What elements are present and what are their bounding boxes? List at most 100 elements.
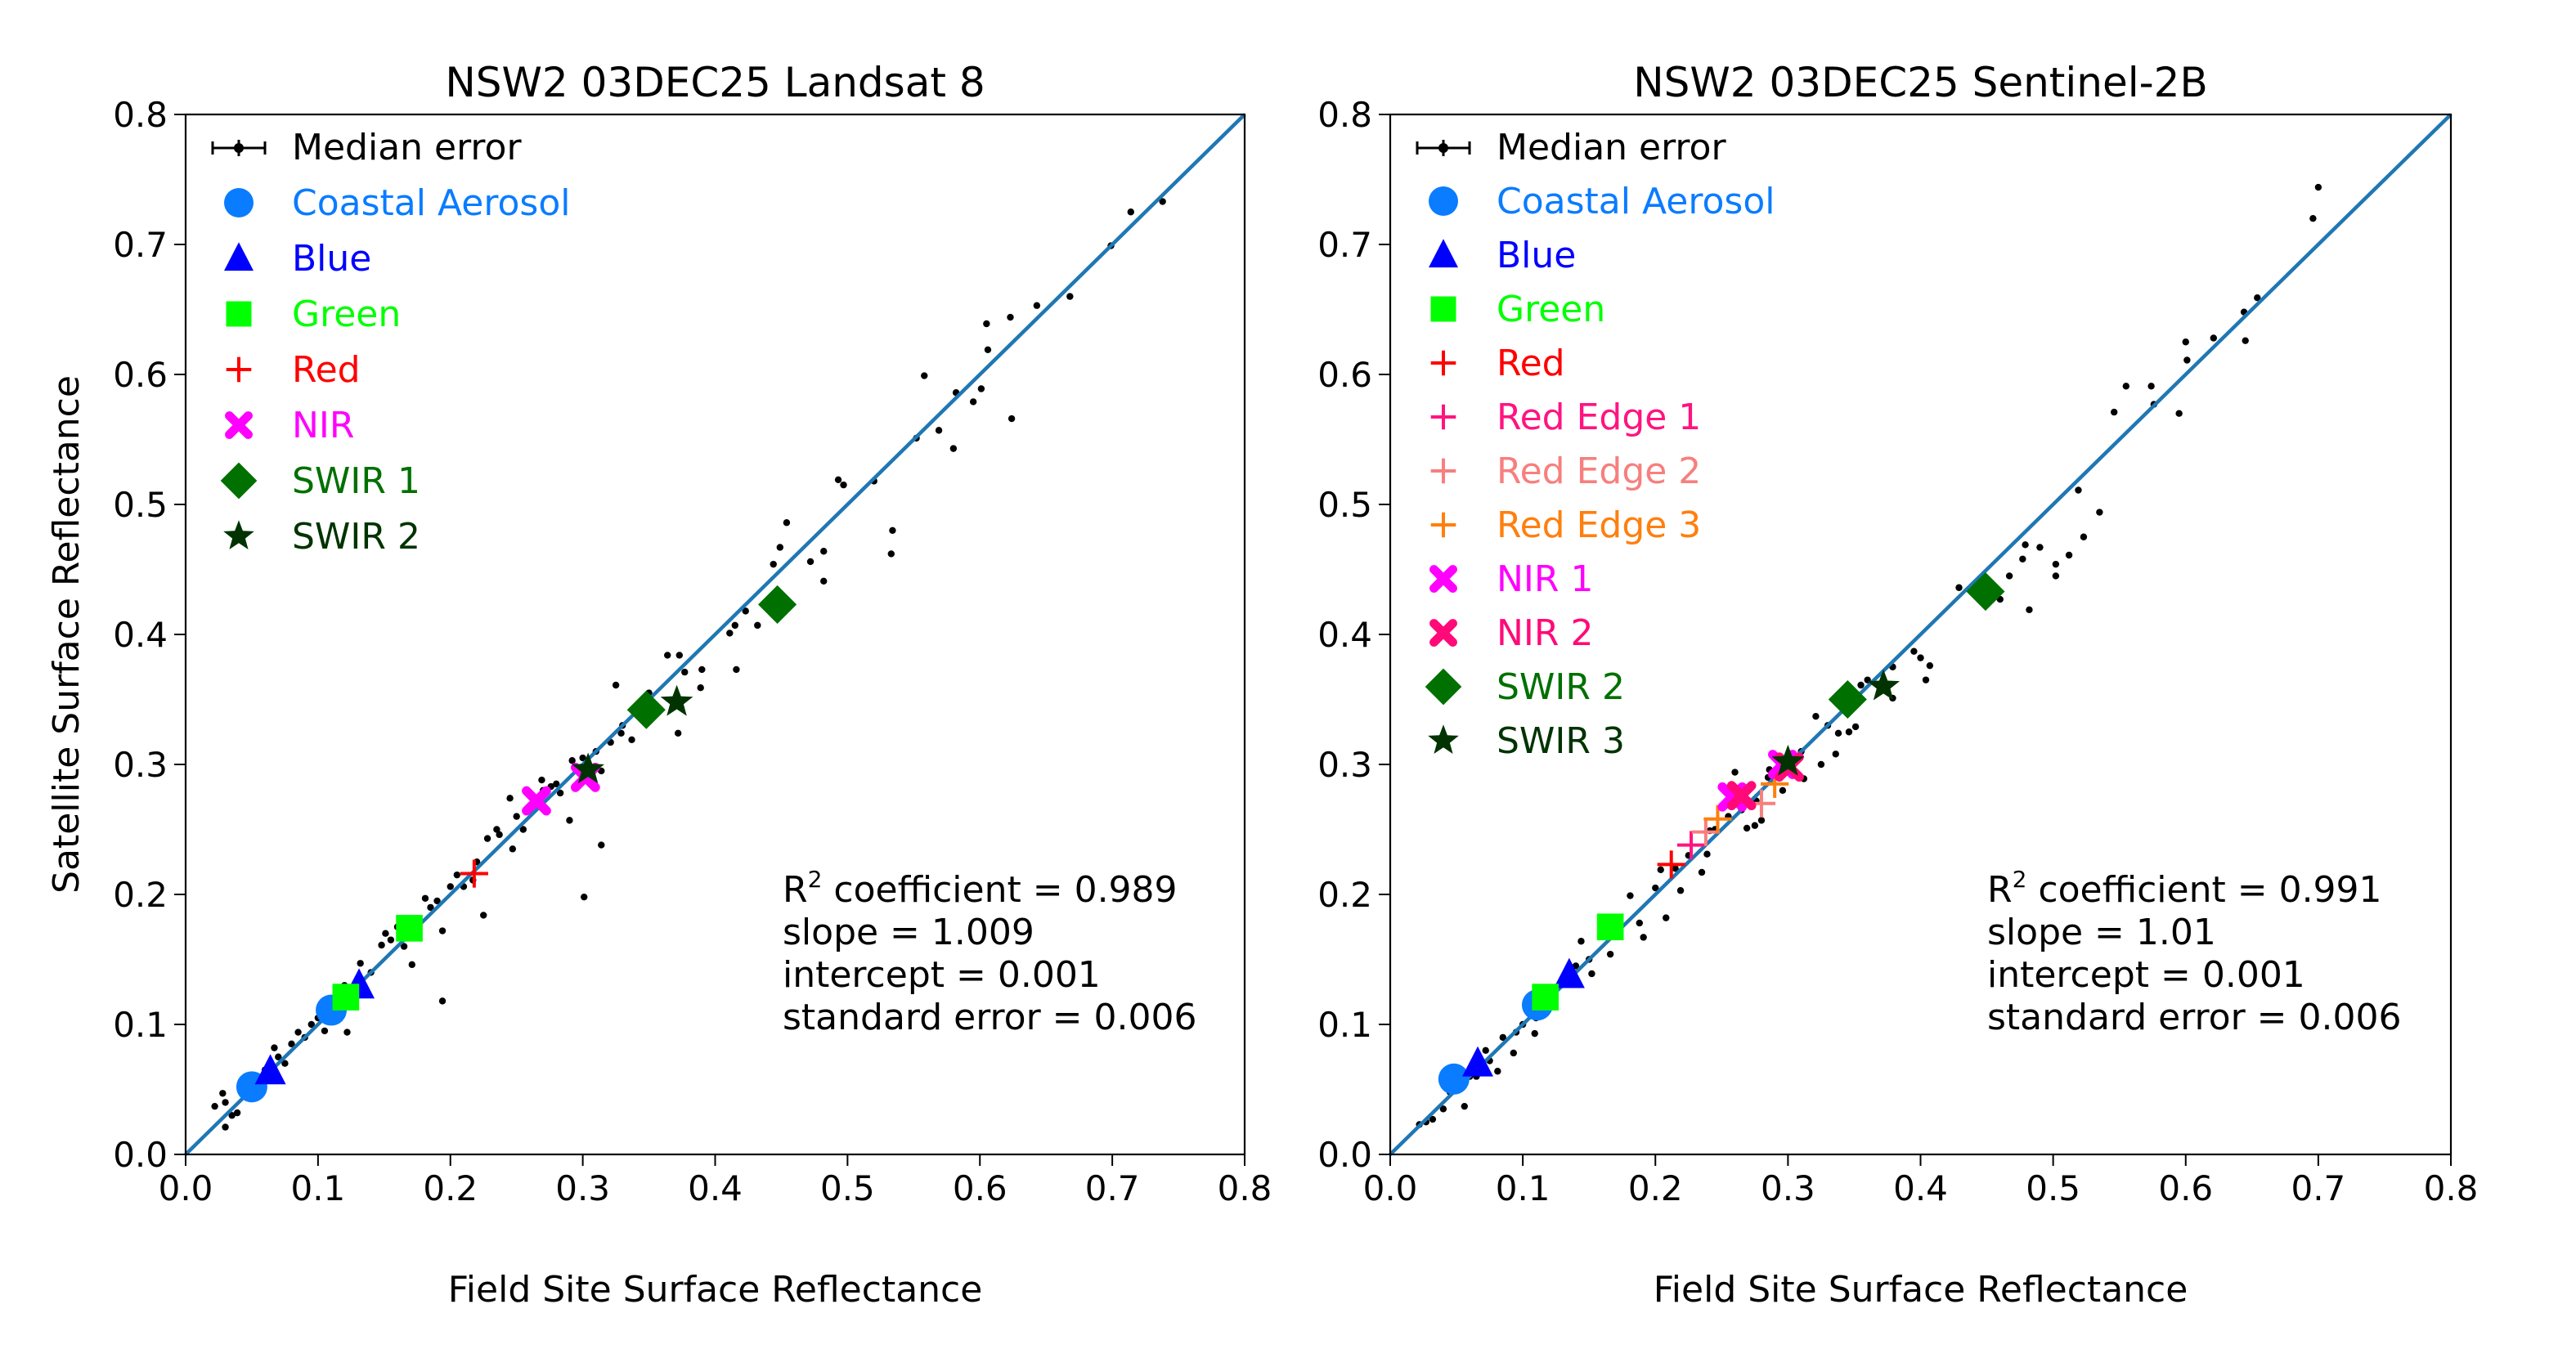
x-tick-label: 0.4	[1893, 1168, 1948, 1208]
x-tick-label: 0.0	[159, 1168, 213, 1208]
scatter-point	[538, 776, 545, 784]
scatter-point	[2254, 294, 2261, 302]
scatter-point	[674, 729, 682, 737]
legend-item-median-error: Median error	[1416, 127, 1726, 168]
scatter-point	[307, 1020, 315, 1029]
stat-slope: slope = 1.009	[783, 912, 1034, 953]
scatter-point	[2242, 337, 2249, 344]
scatter-point	[2036, 544, 2044, 551]
legend-item: NIR 1	[1429, 558, 1593, 600]
scatter-point	[949, 445, 958, 452]
scatter-point	[400, 943, 408, 950]
scatter-point	[2147, 383, 2155, 390]
legend-label: NIR	[292, 405, 354, 446]
stat-std-error: standard error = 0.006	[783, 997, 1196, 1038]
scatter-point	[1606, 950, 1614, 958]
x-tick-label: 0.6	[953, 1168, 1008, 1208]
legend-label: Blue	[292, 238, 371, 280]
scatter-point	[288, 1040, 295, 1048]
scatter-point	[2096, 509, 2103, 516]
x-filled-icon	[225, 411, 253, 439]
scatter-point	[1672, 865, 1679, 872]
legend-item: Red Edge 1	[1430, 397, 1701, 438]
scatter-point	[776, 544, 784, 551]
y-tick-label: 0.6	[113, 355, 168, 395]
triangle-icon	[1429, 239, 1458, 268]
scatter-point	[378, 941, 385, 949]
scatter-point	[453, 871, 461, 879]
scatter-point	[2314, 183, 2322, 191]
band-marker-swir-1	[758, 585, 797, 624]
scatter-point	[1007, 313, 1014, 321]
scatter-point	[681, 668, 689, 676]
legend-label: Green	[1497, 289, 1605, 330]
scatter-point	[697, 683, 704, 692]
y-tick-label: 0.7	[1317, 225, 1372, 265]
x-tick-label: 0.6	[2158, 1168, 2213, 1208]
scatter-point	[387, 936, 395, 943]
scatter-point	[219, 1090, 227, 1097]
scatter-point	[2005, 572, 2013, 580]
band-marker-red	[460, 859, 488, 888]
x-tick-label: 0.1	[290, 1168, 345, 1208]
scatter-point	[1531, 1029, 1538, 1038]
scatter-point	[698, 666, 706, 674]
scatter-point	[1832, 751, 1839, 758]
scatter-point	[519, 826, 527, 833]
scatter-point	[2065, 551, 2073, 559]
plus-icon	[226, 356, 252, 383]
scatter-point	[1743, 824, 1751, 832]
errorbar-icon	[211, 140, 267, 156]
scatter-point	[783, 519, 791, 527]
x-tick-label: 0.2	[1628, 1168, 1683, 1208]
scatter-point	[1636, 919, 1643, 927]
x-axis-label: Field Site Surface Reflectance	[448, 1269, 983, 1311]
band-marker-swir-2	[1966, 571, 2005, 612]
legend-label: Green	[292, 294, 401, 335]
legend-item: Blue	[1429, 235, 1576, 276]
scatter-point	[921, 372, 928, 379]
circle-icon	[224, 188, 254, 217]
scatter-point	[977, 385, 985, 392]
plus-icon	[1430, 350, 1456, 376]
scatter-point	[754, 621, 761, 630]
scatter-point	[1857, 681, 1865, 689]
y-tick-label: 0.5	[1317, 485, 1372, 525]
scatter-point	[1627, 892, 1634, 899]
y-tick-label: 0.5	[113, 485, 168, 525]
legend-item: Coastal Aerosol	[1429, 181, 1775, 222]
diamond-icon	[1425, 668, 1462, 706]
triangle-icon	[224, 242, 254, 271]
scatter-point	[1066, 293, 1074, 300]
scatter-point	[1588, 970, 1595, 978]
scatter-point	[1127, 208, 1134, 216]
y-tick-label: 0.4	[1317, 615, 1372, 655]
scatter-point	[887, 550, 895, 558]
scatter-point	[2052, 572, 2060, 580]
scatter-point	[2019, 555, 2026, 562]
scatter-point	[889, 527, 896, 534]
legend: Median error Coastal Aerosol Blue Green Red N…	[211, 127, 570, 558]
y-tick-label: 0.4	[113, 615, 168, 655]
legend-item: Red Edge 2	[1430, 450, 1701, 492]
scatter-point	[617, 729, 625, 737]
scatter-point	[820, 548, 828, 555]
scatter-point	[1494, 1068, 1501, 1075]
scatter-point	[733, 666, 740, 674]
scatter-point	[1751, 822, 1759, 829]
plus-icon	[1430, 512, 1456, 538]
scatter-point	[382, 930, 389, 937]
star-icon	[1428, 724, 1459, 754]
scatter-point	[675, 652, 683, 659]
scatter-point	[427, 903, 434, 912]
scatter-point	[1698, 868, 1706, 876]
legend-label: Red	[1497, 343, 1565, 384]
scatter-point	[211, 1102, 218, 1110]
x-filled-icon	[1429, 619, 1457, 647]
y-axis-label: Satellite Surface Reflectance	[46, 375, 88, 894]
band-marker-red-edge-3	[1703, 804, 1732, 833]
chart-title: NSW2 03DEC25 Landsat 8	[445, 59, 985, 106]
scatter-point	[1657, 866, 1664, 873]
scatter-point	[1510, 1049, 1517, 1057]
y-tick-label: 0.3	[113, 745, 168, 785]
